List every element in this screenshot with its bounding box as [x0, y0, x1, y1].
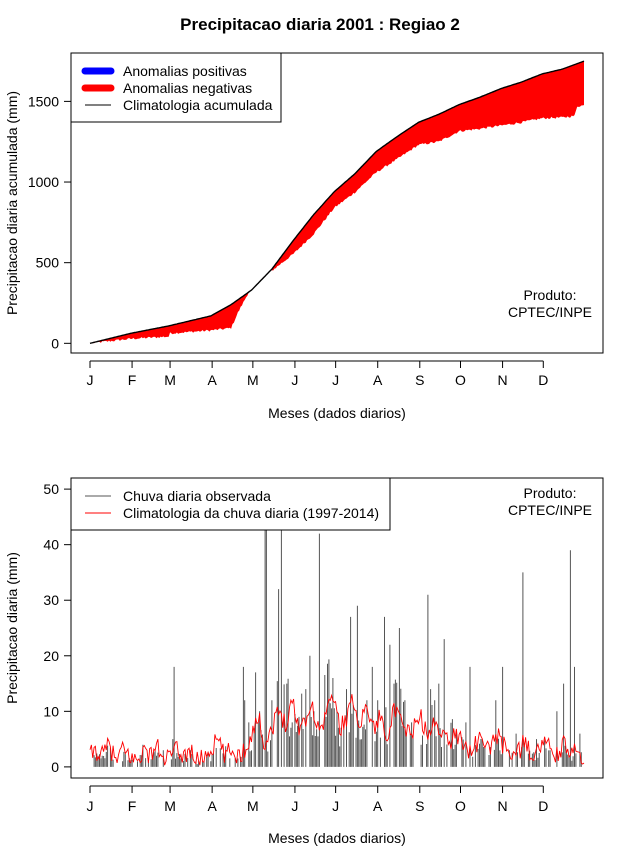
- x-tick-label: M: [247, 372, 259, 388]
- product-annotation: Produto:: [524, 485, 577, 501]
- legend-label: Climatologia acumulada: [123, 97, 273, 113]
- y-tick-label: 1000: [28, 174, 59, 190]
- y-tick-label: 0: [51, 335, 59, 351]
- y-tick-label: 1500: [28, 93, 59, 109]
- negative-anomaly-area: [90, 61, 584, 344]
- product-annotation: CPTEC/INPE: [508, 304, 592, 320]
- x-tick-label: J: [332, 372, 339, 388]
- y-axis-label: Precipitacao diaria acumulada (mm): [4, 91, 20, 315]
- x-tick-label: M: [164, 372, 176, 388]
- x-tick-label: S: [415, 798, 424, 814]
- x-tick-label: A: [207, 372, 217, 388]
- x-tick-label: A: [373, 798, 383, 814]
- chart-title: Precipitacao diaria 2001 : Regiao 2: [180, 15, 460, 34]
- y-tick-label: 40: [43, 537, 59, 553]
- x-tick-label: J: [332, 798, 339, 814]
- product-annotation: CPTEC/INPE: [508, 502, 592, 518]
- x-tick-label: J: [291, 372, 298, 388]
- y-tick-label: 20: [43, 648, 59, 664]
- y-axis-label: Precipitacao diaria (mm): [4, 552, 20, 704]
- legend-label: Chuva diaria observada: [123, 488, 271, 504]
- climatology-cumulative-line: [89, 60, 585, 344]
- x-tick-label: J: [87, 798, 94, 814]
- x-tick-label: A: [207, 798, 217, 814]
- y-tick-label: 10: [43, 703, 59, 719]
- x-tick-label: D: [538, 372, 548, 388]
- x-tick-label: S: [415, 372, 424, 388]
- x-tick-label: M: [164, 798, 176, 814]
- product-annotation: Produto:: [524, 287, 577, 303]
- legend-label: Anomalias positivas: [123, 63, 247, 79]
- legend-box: [70, 477, 391, 531]
- x-tick-label: N: [498, 798, 508, 814]
- x-axis-label: Meses (dados diarios): [268, 405, 406, 421]
- legend-label: Climatologia da chuva diaria (1997-2014): [123, 505, 379, 521]
- climatology-daily-line: [89, 693, 585, 766]
- x-tick-label: J: [87, 372, 94, 388]
- y-tick-label: 50: [43, 481, 59, 497]
- x-axis-label: Meses (dados diarios): [268, 830, 406, 846]
- y-tick-label: 30: [43, 592, 59, 608]
- x-tick-label: D: [538, 798, 548, 814]
- y-tick-label: 0: [51, 759, 59, 775]
- x-tick-label: M: [247, 798, 259, 814]
- y-tick-label: 500: [36, 255, 60, 271]
- legend-label: Anomalias negativas: [123, 80, 252, 96]
- x-tick-label: J: [291, 798, 298, 814]
- x-tick-label: A: [373, 372, 383, 388]
- x-tick-label: F: [128, 798, 137, 814]
- x-tick-label: F: [128, 372, 137, 388]
- x-tick-label: N: [498, 372, 508, 388]
- x-tick-label: O: [455, 372, 466, 388]
- plot-frame: [70, 52, 604, 354]
- x-tick-label: O: [455, 798, 466, 814]
